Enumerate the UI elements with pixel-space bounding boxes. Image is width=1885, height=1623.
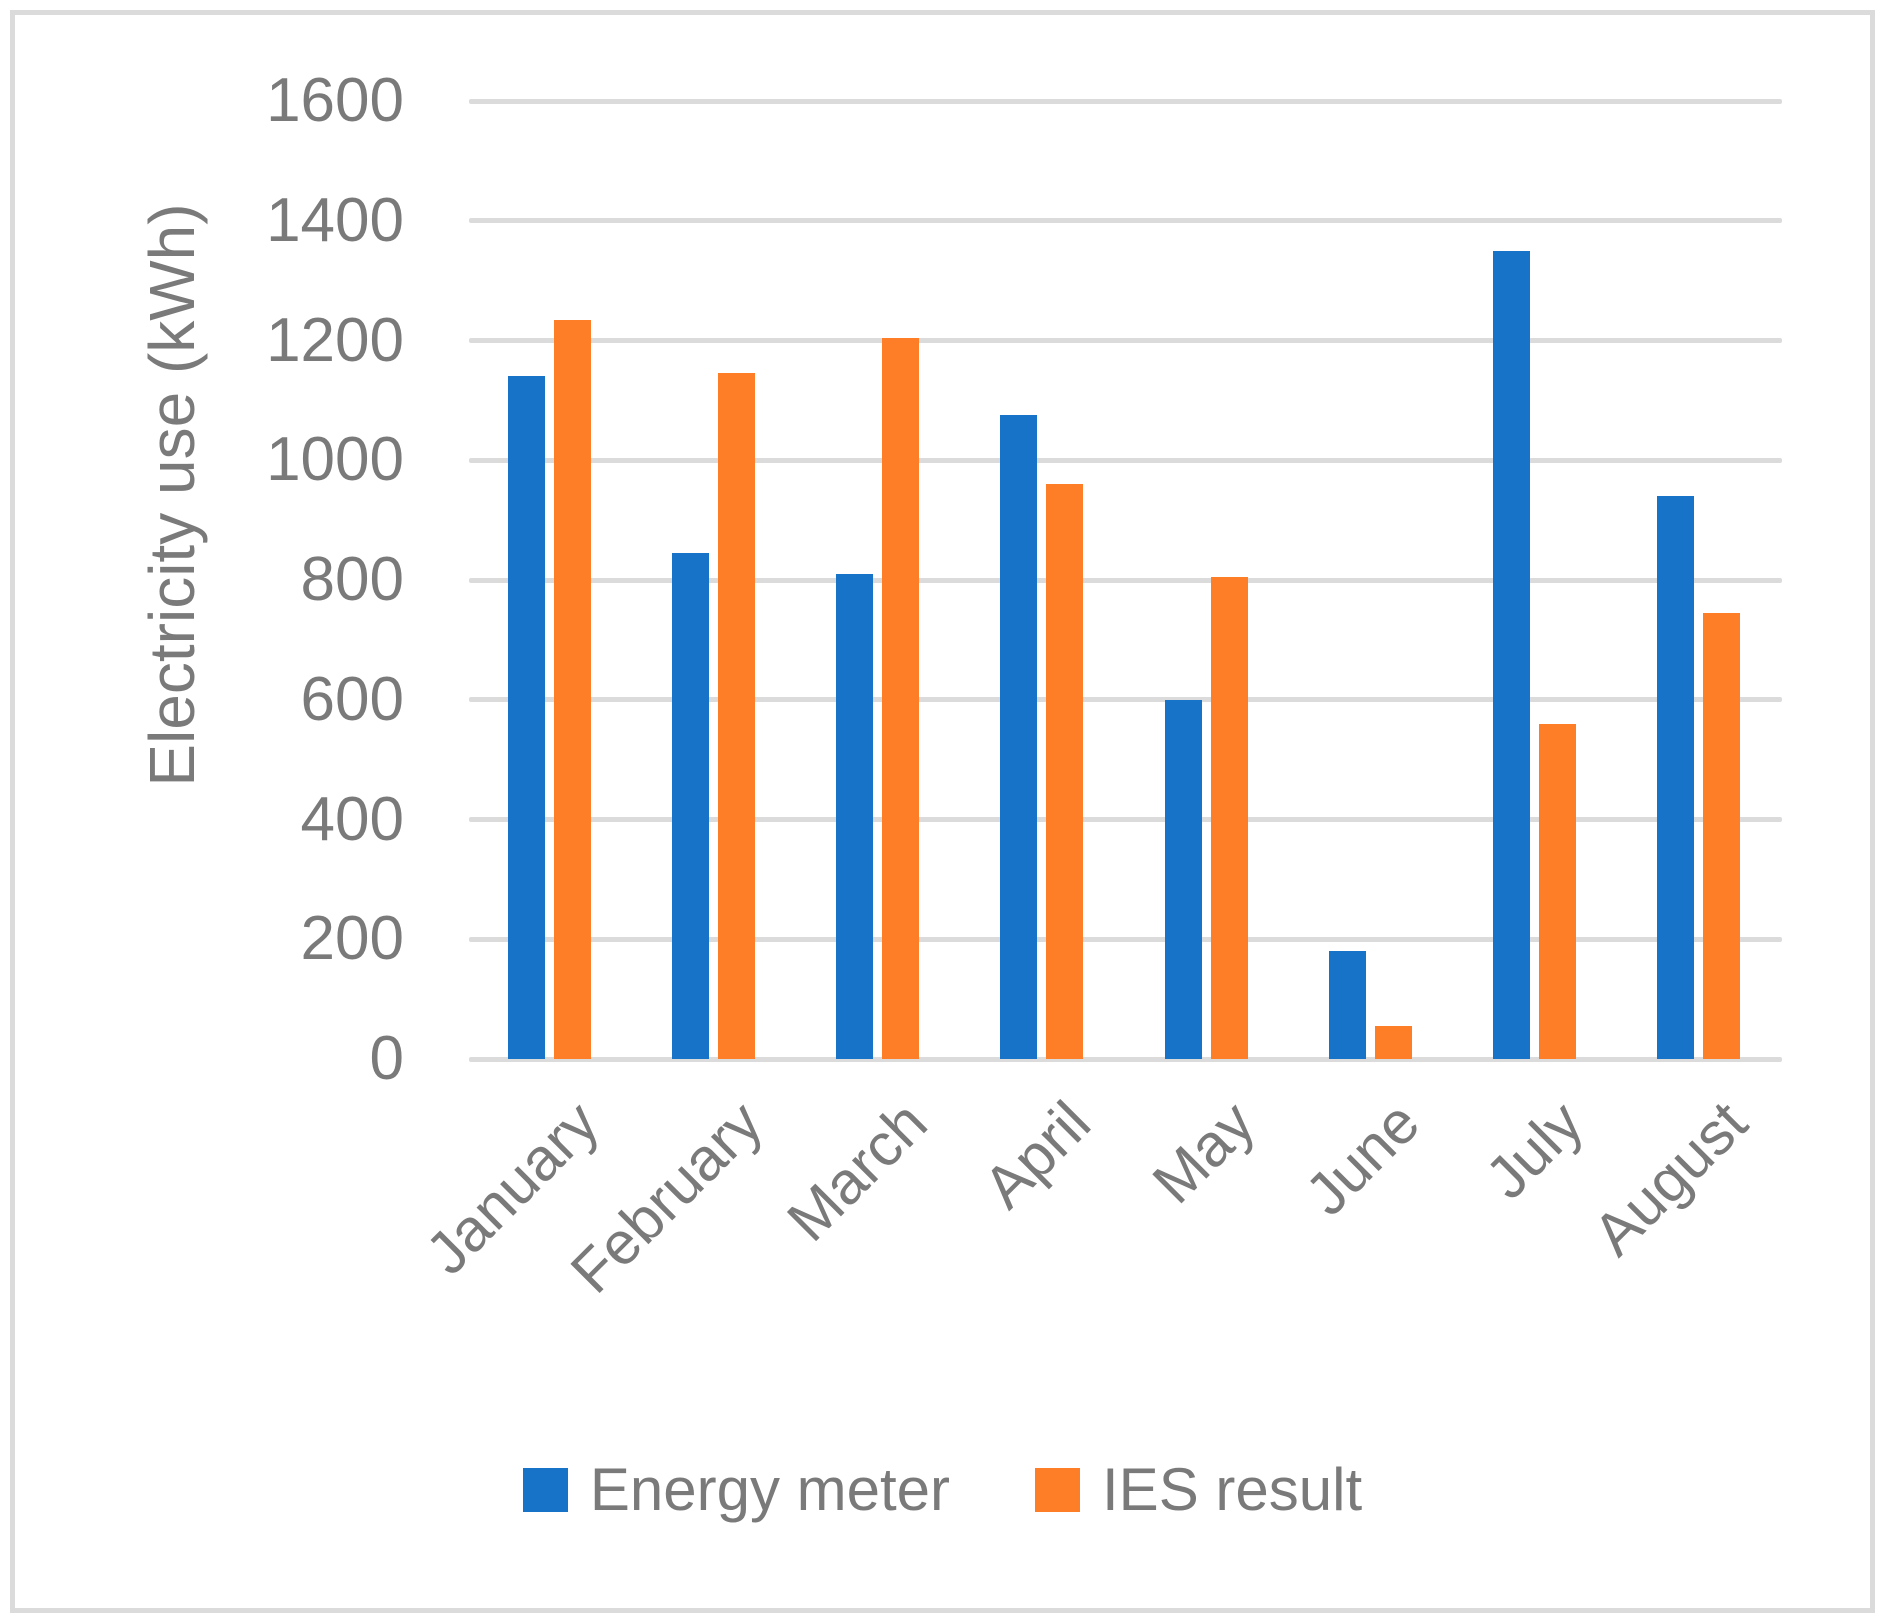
gridline-400 (469, 817, 1782, 822)
legend-label-energy-meter: Energy meter (589, 1456, 951, 1523)
bar-april-energy-meter (1000, 415, 1038, 1059)
gridline-800 (469, 577, 1782, 583)
bar-august-ies-result (1702, 612, 1740, 1059)
bar-june-energy-meter (1328, 951, 1366, 1059)
legend: Energy meter IES result (0, 1458, 1885, 1522)
y-tick-label-1400: 1400 (266, 185, 404, 255)
legend-label-ies-result: IES result (1102, 1456, 1363, 1523)
bar-july-ies-result (1538, 723, 1576, 1059)
gridline-1400 (469, 218, 1782, 224)
y-tick-label-800: 800 (300, 545, 404, 614)
y-tick-label-1200: 1200 (266, 305, 404, 375)
y-tick-label-400: 400 (300, 784, 404, 854)
bar-march-energy-meter (836, 574, 874, 1059)
y-tick-label-600: 600 (300, 664, 404, 734)
y-tick-label-1000: 1000 (266, 425, 404, 495)
bar-january-energy-meter (508, 376, 546, 1059)
legend-item-energy-meter: Energy meter (522, 1456, 951, 1523)
gridline-200 (469, 936, 1782, 942)
bar-july-energy-meter (1492, 250, 1530, 1059)
bar-may-ies-result (1210, 577, 1248, 1059)
bar-february-ies-result (718, 373, 756, 1059)
gridline-600 (469, 697, 1782, 703)
bar-june-ies-result (1374, 1026, 1412, 1059)
gridline-0 (469, 1056, 1782, 1062)
y-tick-label-0: 0 (369, 1024, 404, 1093)
bar-march-ies-result (882, 337, 920, 1059)
y-tick-label-200: 200 (300, 904, 404, 974)
legend-item-ies-result: IES result (1035, 1458, 1362, 1522)
legend-swatch-energy-meter (522, 1468, 568, 1512)
gridline-1600 (469, 98, 1782, 104)
bar-august-energy-meter (1656, 496, 1694, 1059)
gridline-1000 (469, 457, 1782, 463)
bar-february-energy-meter (672, 553, 710, 1059)
legend-swatch-ies-result (1035, 1468, 1081, 1512)
y-tick-label-1600: 1600 (266, 66, 404, 135)
bar-january-ies-result (554, 319, 592, 1059)
bar-may-energy-meter (1164, 699, 1202, 1059)
bar-april-ies-result (1046, 484, 1084, 1059)
gridline-1200 (469, 338, 1782, 343)
